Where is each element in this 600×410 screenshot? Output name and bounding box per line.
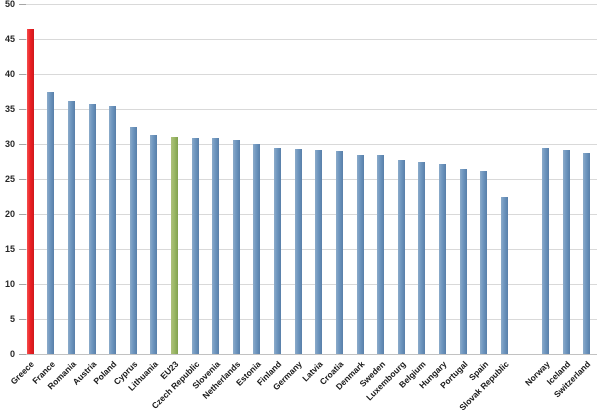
y-tick-0 (19, 354, 26, 355)
bar-cyprus (129, 126, 137, 354)
y-tick-50 (19, 4, 26, 5)
y-tick-35 (19, 109, 26, 110)
bar-latvia (315, 149, 323, 354)
bar-spain (480, 171, 488, 354)
bar-slovak-republic (500, 196, 508, 354)
y-axis-label-40: 40 (4, 69, 15, 79)
bar-france (47, 92, 55, 354)
y-tick-30 (19, 144, 26, 145)
bar-sweden (377, 155, 385, 354)
gridline-25 (20, 179, 597, 180)
x-axis-label-text: Norway (522, 359, 552, 388)
y-axis-label-20: 20 (4, 209, 15, 219)
bar-poland (109, 105, 117, 354)
bar-finland (274, 147, 282, 354)
y-tick-45 (19, 39, 26, 40)
gridline-40 (20, 74, 597, 75)
bar-iceland (562, 149, 570, 354)
gridline-5 (20, 319, 597, 320)
gridline-10 (20, 284, 597, 285)
gridline-20 (20, 214, 597, 215)
y-tick-20 (19, 214, 26, 215)
bar-romania (68, 100, 76, 354)
y-axis-label-10: 10 (4, 279, 15, 289)
bar-luxembourg (397, 160, 405, 354)
y-axis-label-0: 0 (9, 349, 15, 359)
bar-portugal (459, 168, 467, 354)
y-axis-label-15: 15 (4, 244, 15, 254)
bar-norway (541, 148, 549, 354)
gridline-45 (20, 39, 597, 40)
bar-greece (26, 28, 34, 354)
y-axis-label-50: 50 (4, 0, 15, 9)
x-axis-label-text: Greece (8, 359, 37, 387)
bar-denmark (356, 154, 364, 354)
gridline-50 (20, 4, 597, 5)
bar-estonia (253, 144, 261, 354)
y-axis-label-45: 45 (4, 34, 15, 44)
bar-lithuania (150, 134, 158, 354)
y-axis-label-35: 35 (4, 104, 15, 114)
y-axis-label-5: 5 (9, 314, 15, 324)
y-tick-15 (19, 249, 26, 250)
bar-croatia (335, 151, 343, 354)
gridline-15 (20, 249, 597, 250)
y-tick-5 (19, 319, 26, 320)
gridline-35 (20, 109, 597, 110)
gridline-30 (20, 144, 597, 145)
y-tick-10 (19, 284, 26, 285)
y-axis-label-25: 25 (4, 174, 15, 184)
bar-austria (88, 104, 96, 354)
y-axis-label-30: 30 (4, 139, 15, 149)
bar-czech-republic (191, 137, 199, 354)
y-tick-40 (19, 74, 26, 75)
bar-slovenia (212, 138, 220, 354)
y-tick-25 (19, 179, 26, 180)
bar-netherlands (232, 139, 240, 354)
gridline-0 (20, 354, 597, 355)
bar-switzerland (583, 153, 591, 354)
bar-hungary (438, 164, 446, 354)
bar-eu23 (171, 137, 179, 354)
bar-germany (294, 148, 302, 354)
bar-belgium (418, 161, 426, 354)
